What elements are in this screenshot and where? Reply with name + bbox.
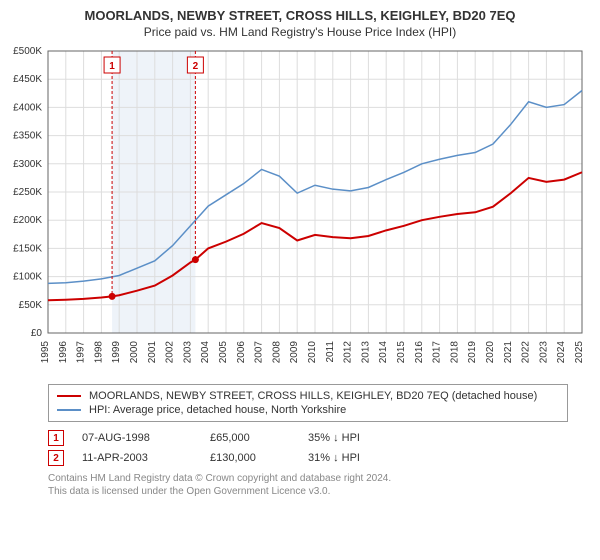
svg-text:2009: 2009: [289, 341, 300, 364]
svg-text:1995: 1995: [40, 341, 51, 364]
svg-text:2025: 2025: [574, 341, 585, 364]
svg-text:2006: 2006: [236, 341, 247, 364]
svg-text:2011: 2011: [325, 341, 336, 363]
legend-label: MOORLANDS, NEWBY STREET, CROSS HILLS, KE…: [89, 390, 537, 402]
svg-text:£400K: £400K: [13, 102, 42, 113]
svg-text:1998: 1998: [93, 341, 104, 364]
legend-swatch: [57, 395, 81, 397]
footer-line-2: This data is licensed under the Open Gov…: [48, 485, 568, 498]
chart-area: £0 £50K £100K £150K £200K £250K £300K £350K £400…: [0, 45, 600, 380]
legend-row: HPI: Average price, detached house, Nort…: [57, 403, 559, 417]
footer: Contains HM Land Registry data © Crown c…: [48, 472, 568, 498]
svg-text:£200K: £200K: [13, 215, 42, 226]
svg-text:2014: 2014: [378, 341, 389, 364]
sale-date: 07-AUG-1998: [82, 432, 192, 444]
svg-text:2024: 2024: [556, 341, 567, 364]
line-chart-svg: £0 £50K £100K £150K £200K £250K £300K £350K £400…: [0, 45, 600, 375]
sale-diff: 31% ↓ HPI: [308, 452, 418, 464]
svg-text:£300K: £300K: [13, 159, 42, 170]
svg-text:2002: 2002: [165, 341, 176, 364]
svg-text:£350K: £350K: [13, 131, 42, 142]
sales-table: 1 07-AUG-1998 £65,000 35% ↓ HPI 2 11-APR-2003…: [48, 428, 568, 468]
svg-text:2013: 2013: [360, 341, 371, 364]
svg-text:£50K: £50K: [19, 300, 43, 311]
svg-text:2019: 2019: [467, 341, 478, 364]
svg-text:2018: 2018: [449, 341, 460, 364]
svg-text:2017: 2017: [432, 341, 443, 364]
sale-price: £65,000: [210, 432, 290, 444]
svg-text:2021: 2021: [503, 341, 514, 364]
svg-text:2007: 2007: [254, 341, 265, 364]
svg-text:2022: 2022: [521, 341, 532, 364]
svg-text:2000: 2000: [129, 341, 140, 364]
sale-row: 2 11-APR-2003 £130,000 31% ↓ HPI: [48, 448, 568, 468]
svg-text:1999: 1999: [111, 341, 122, 364]
svg-text:1996: 1996: [58, 341, 69, 364]
chart-subtitle: Price paid vs. HM Land Registry's House …: [0, 23, 600, 45]
svg-text:2003: 2003: [182, 341, 193, 364]
legend-label: HPI: Average price, detached house, Nort…: [89, 404, 346, 416]
svg-text:2012: 2012: [343, 341, 354, 364]
legend-swatch: [57, 409, 81, 411]
svg-text:£500K: £500K: [13, 46, 42, 57]
legend: MOORLANDS, NEWBY STREET, CROSS HILLS, KE…: [48, 384, 568, 422]
svg-text:2001: 2001: [147, 341, 158, 364]
svg-text:2005: 2005: [218, 341, 229, 364]
sale-marker: 2: [48, 450, 64, 466]
footer-line-1: Contains HM Land Registry data © Crown c…: [48, 472, 568, 485]
chart-container: MOORLANDS, NEWBY STREET, CROSS HILLS, KE…: [0, 0, 600, 560]
svg-text:2016: 2016: [414, 341, 425, 364]
sale-date: 11-APR-2003: [82, 452, 192, 464]
sale-diff: 35% ↓ HPI: [308, 432, 418, 444]
chart-title: MOORLANDS, NEWBY STREET, CROSS HILLS, KE…: [0, 0, 600, 23]
sale-row: 1 07-AUG-1998 £65,000 35% ↓ HPI: [48, 428, 568, 448]
svg-text:2008: 2008: [271, 341, 282, 364]
svg-text:1: 1: [109, 61, 115, 72]
sale-price: £130,000: [210, 452, 290, 464]
svg-text:2015: 2015: [396, 341, 407, 364]
svg-text:2023: 2023: [538, 341, 549, 364]
legend-row: MOORLANDS, NEWBY STREET, CROSS HILLS, KE…: [57, 389, 559, 403]
svg-text:£150K: £150K: [13, 243, 42, 254]
svg-text:2010: 2010: [307, 341, 318, 364]
svg-text:£100K: £100K: [13, 272, 42, 283]
svg-text:£0: £0: [31, 328, 43, 339]
svg-text:£250K: £250K: [13, 187, 42, 198]
svg-text:2: 2: [193, 61, 199, 72]
svg-text:2004: 2004: [200, 341, 211, 364]
svg-text:1997: 1997: [76, 341, 87, 364]
svg-text:2020: 2020: [485, 341, 496, 364]
sale-marker: 1: [48, 430, 64, 446]
svg-text:£450K: £450K: [13, 74, 42, 85]
